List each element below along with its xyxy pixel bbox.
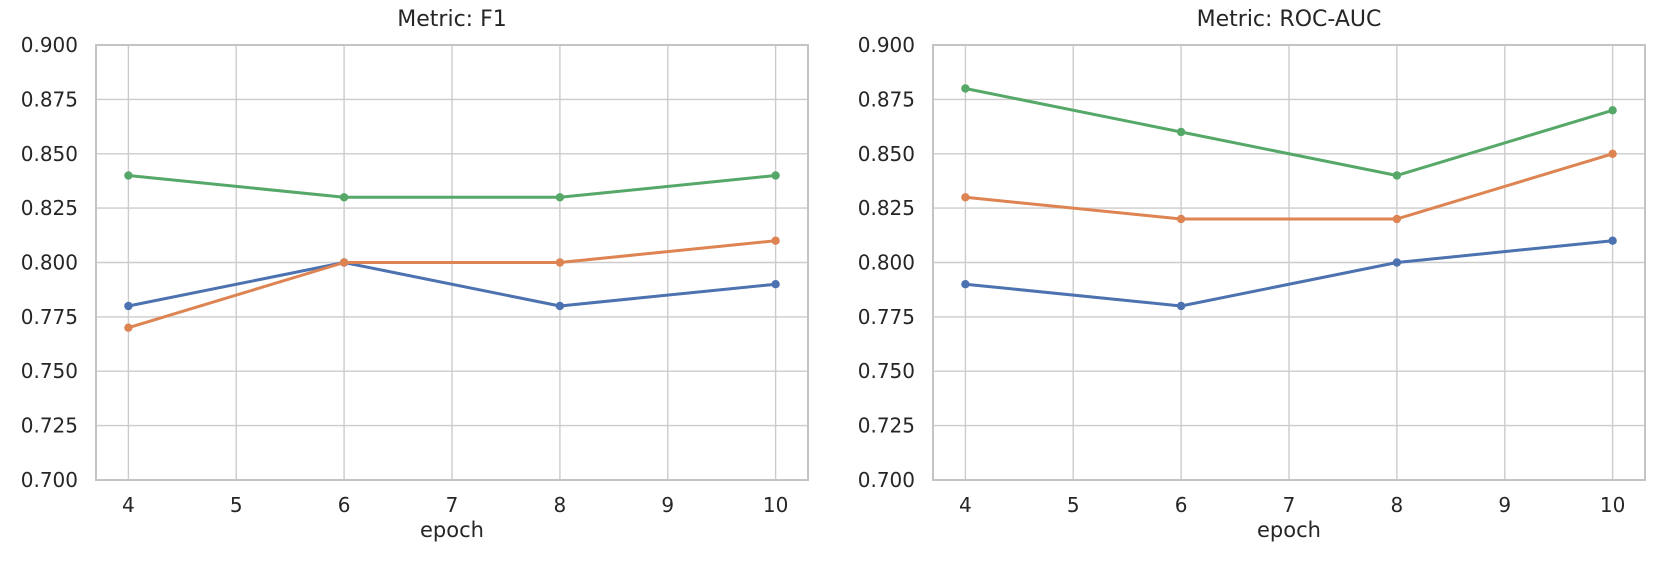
series-green-marker bbox=[961, 84, 970, 93]
x-tick-label: 10 bbox=[763, 493, 788, 517]
plot-border bbox=[932, 44, 1646, 481]
series-green-marker bbox=[339, 193, 349, 202]
y-tick-label: 0.875 bbox=[858, 87, 915, 111]
series-orange-marker bbox=[961, 193, 970, 202]
x-axis-label: epoch bbox=[1257, 518, 1321, 542]
x-tick-label: 5 bbox=[1067, 493, 1080, 517]
y-tick-label: 0.900 bbox=[858, 33, 915, 57]
plot-canvas-f1: 0.700 0.725 0.750 0.775 0.800 0.825 0.850 0.875… bbox=[21, 33, 809, 517]
series-green-line bbox=[963, 87, 1615, 177]
series-blue-line bbox=[963, 239, 1615, 308]
series-green-marker bbox=[1608, 106, 1617, 115]
x-axis-label: epoch bbox=[420, 518, 484, 542]
y-tick-label: 0.875 bbox=[21, 87, 78, 111]
series-orange-line bbox=[963, 152, 1615, 221]
y-tick-label: 0.825 bbox=[21, 196, 78, 220]
x-tick-label: 6 bbox=[1175, 493, 1188, 517]
y-tick-label: 0.900 bbox=[21, 33, 78, 57]
y-tick-label: 0.725 bbox=[858, 414, 915, 438]
series-green-marker bbox=[124, 171, 133, 180]
series-blue-marker bbox=[124, 301, 133, 311]
plot-canvas-roc-auc: 0.700 0.725 0.750 0.775 0.800 0.825 0.850 0.875… bbox=[858, 33, 1646, 517]
series-orange-marker bbox=[1392, 214, 1402, 224]
y-tick-label: 0.850 bbox=[858, 142, 915, 166]
x-tick-label: 4 bbox=[122, 493, 135, 517]
series-blue-marker bbox=[1392, 258, 1402, 267]
series-green-line bbox=[126, 174, 778, 199]
x-tick-label: 10 bbox=[1600, 493, 1625, 517]
y-tick-label: 0.850 bbox=[21, 142, 78, 166]
y-tick-label: 0.700 bbox=[21, 468, 78, 492]
chart-f1: Metric: F1 0.700 0.725 0.750 0.775 0.800 0.82… bbox=[0, 0, 836, 565]
chart-title: Metric: F1 bbox=[397, 7, 507, 32]
y-tick-label: 0.725 bbox=[21, 414, 78, 438]
series-green-marker bbox=[1392, 171, 1402, 180]
plot-border bbox=[95, 44, 809, 481]
y-tick-label: 0.800 bbox=[21, 251, 78, 275]
y-tick-label: 0.700 bbox=[858, 468, 915, 492]
x-tick-label: 8 bbox=[554, 493, 567, 517]
chart-title: Metric: ROC-AUC bbox=[1196, 7, 1382, 32]
series-orange-marker bbox=[124, 323, 133, 332]
y-tick-label: 0.750 bbox=[21, 359, 78, 383]
x-tick-label: 9 bbox=[661, 493, 674, 517]
series-blue-marker bbox=[1608, 236, 1617, 245]
x-tick-label: 8 bbox=[1391, 493, 1404, 517]
series-blue-marker bbox=[1176, 301, 1186, 311]
y-tick-label: 0.825 bbox=[858, 196, 915, 220]
y-tick-label: 0.750 bbox=[858, 359, 915, 383]
series-orange-line bbox=[126, 239, 778, 330]
y-tick-label: 0.775 bbox=[21, 305, 78, 329]
series-orange-marker bbox=[1176, 214, 1186, 224]
x-tick-label: 9 bbox=[1498, 493, 1511, 517]
series-orange-marker bbox=[555, 258, 565, 267]
x-tick-label: 4 bbox=[959, 493, 972, 517]
series-green-marker bbox=[1176, 127, 1186, 137]
series-blue-line bbox=[126, 261, 778, 308]
x-tick-label: 7 bbox=[446, 493, 459, 517]
x-tick-label: 5 bbox=[230, 493, 243, 517]
series-blue-marker bbox=[771, 280, 780, 289]
series-green-marker bbox=[555, 193, 565, 202]
series-orange-marker bbox=[771, 236, 780, 245]
chart-roc-auc: Metric: ROC-AUC 0.700 0.725 0.750 0.775 0.80… bbox=[837, 0, 1673, 565]
series-blue-marker bbox=[555, 301, 565, 311]
series-orange-marker bbox=[339, 258, 349, 267]
x-tick-label: 7 bbox=[1283, 493, 1296, 517]
series-green-marker bbox=[771, 171, 780, 180]
y-tick-label: 0.800 bbox=[858, 251, 915, 275]
x-tick-label: 6 bbox=[338, 493, 351, 517]
series-blue-marker bbox=[961, 280, 970, 289]
y-tick-label: 0.775 bbox=[858, 305, 915, 329]
series-orange-marker bbox=[1608, 149, 1617, 158]
